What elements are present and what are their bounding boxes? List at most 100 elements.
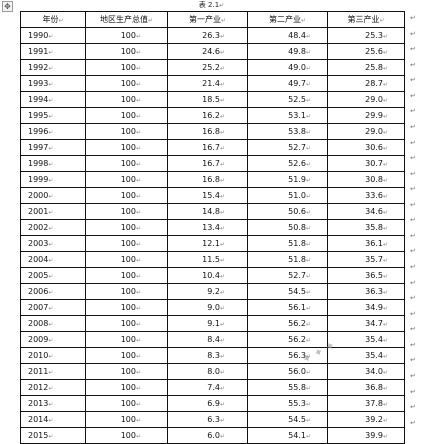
table-row: 2006↵ 100↵ 9.2↵ 54.5↵ 36.3↵: [20, 283, 405, 300]
year-cell: 1996↵: [20, 123, 86, 140]
table-row: 2011↵ 100↵ 8.0↵ 56.0↵ 34.0↵: [20, 363, 405, 380]
paragraph-mark: ↵: [219, 2, 225, 9]
table-move-handle[interactable]: ✥: [2, 1, 13, 12]
value-cell: 29.9↵: [327, 107, 405, 124]
value-cell: 39.9↵: [327, 427, 405, 444]
value-cell: 56.2↵: [247, 331, 328, 348]
row-end-mark: ↵: [410, 185, 416, 194]
table-row: 2012↵ 100↵ 7.4↵ 55.8↵ 36.8↵: [20, 379, 405, 396]
row-end-mark: ↵: [410, 60, 416, 69]
caption-text: 表 2.1: [198, 1, 220, 9]
year-cell: 2008↵: [20, 315, 86, 332]
value-cell: 52.5↵: [247, 91, 328, 108]
value-cell: 52.6↵: [247, 155, 328, 172]
value-cell: 100↵: [85, 107, 168, 124]
table-row: 2002↵ 100↵ 13.4↵ 50.8↵ 35.8↵: [20, 219, 405, 236]
table-row: 2007↵ 100↵ 9.0↵ 56.1↵ 34.9↵: [20, 299, 405, 316]
value-cell: 48.4↵: [247, 27, 328, 44]
row-end-mark: ↵: [410, 325, 416, 334]
table-row: 1995↵ 100↵ 16.2↵ 53.1↵ 29.9↵: [20, 107, 405, 124]
row-end-mark: ↵: [410, 403, 416, 412]
table-row: 2014↵ 100↵ 6.3↵ 54.5↵ 39.2↵: [20, 411, 405, 428]
header-cell: 年份↵: [20, 11, 86, 28]
table-row: 1994↵ 100↵ 18.5↵ 52.5↵ 29.0↵: [20, 91, 405, 108]
row-end-mark: ↵: [410, 418, 416, 427]
year-cell: 1991↵: [20, 43, 86, 60]
table-row: 2004↵ 100↵ 11.5↵ 51.8↵ 35.7↵: [20, 251, 405, 268]
value-cell: 36.5↵: [327, 267, 405, 284]
year-cell: 2012↵: [20, 379, 86, 396]
value-cell: 21.4↵: [167, 75, 248, 92]
value-cell: 100↵: [85, 187, 168, 204]
value-cell: 100↵: [85, 235, 168, 252]
row-end-mark: ↵: [410, 122, 416, 131]
row-end-mark: ↵: [410, 107, 416, 116]
value-cell: 100↵: [85, 411, 168, 428]
row-end-mark: ↵: [410, 138, 416, 147]
table-row: 1996↵ 100↵ 16.8↵ 53.8↵ 29.0↵: [20, 123, 405, 140]
table-row: 2010↵ 100↵ 8.3↵ 56.3↵ 35.4↵: [20, 347, 405, 364]
table-row: 1997↵ 100↵ 16.7↵ 52.7↵ 30.6↵: [20, 139, 405, 156]
year-cell: 2011↵: [20, 363, 86, 380]
year-cell: 1998↵: [20, 155, 86, 172]
value-cell: 56.3↵: [247, 347, 328, 364]
value-cell: 29.0↵: [327, 123, 405, 140]
value-cell: 56.1↵: [247, 299, 328, 316]
year-cell: 1993↵: [20, 75, 86, 92]
row-end-mark: ↵: [410, 216, 416, 225]
value-cell: 100↵: [85, 347, 168, 364]
value-cell: 50.8↵: [247, 219, 328, 236]
value-cell: 52.7↵: [247, 139, 328, 156]
year-cell: 1990↵: [20, 27, 86, 44]
value-cell: 34.0↵: [327, 363, 405, 380]
value-cell: 53.1↵: [247, 107, 328, 124]
value-cell: 25.8↵: [327, 59, 405, 76]
value-cell: 25.3↵: [327, 27, 405, 44]
value-cell: 9.0↵: [167, 299, 248, 316]
year-cell: 2002↵: [20, 219, 86, 236]
row-end-mark: ↵: [410, 263, 416, 271]
value-cell: 54.5↵: [247, 411, 328, 428]
table-row: 2005↵ 100↵ 10.4↵ 52.7↵ 36.5↵: [20, 267, 405, 284]
value-cell: 33.6↵: [327, 187, 405, 204]
table-row: 2008↵ 100↵ 9.1↵ 56.2↵ 34.7↵: [20, 315, 405, 332]
table-row: 2013↵ 100↵ 6.9↵ 55.3↵ 37.8↵: [20, 395, 405, 412]
value-cell: 100↵: [85, 299, 168, 316]
row-end-mark: ↵: [410, 154, 416, 163]
value-cell: 100↵: [85, 427, 168, 444]
value-cell: 51.0↵: [247, 187, 328, 204]
value-cell: 18.5↵: [167, 91, 248, 108]
value-cell: 8.0↵: [167, 363, 248, 380]
value-cell: 51.8↵: [247, 251, 328, 268]
year-cell: 2000↵: [20, 187, 86, 204]
year-cell: 1992↵: [20, 59, 86, 76]
row-end-mark: ↵: [410, 76, 416, 85]
row-end-mark: ↵: [410, 387, 416, 396]
value-cell: 100↵: [85, 43, 168, 60]
year-cell: 1997↵: [20, 139, 86, 156]
row-end-mark: ↵: [410, 231, 416, 240]
value-cell: 100↵: [85, 331, 168, 348]
year-cell: 2003↵: [20, 235, 86, 252]
value-cell: 29.0↵: [327, 91, 405, 108]
table-row: 2009↵ 100↵ 8.4↵ 56.2↵ 35.4↵: [20, 331, 405, 348]
table-row: 1999↵ 100↵ 16.8↵ 51.9↵ 30.8↵: [20, 171, 405, 188]
value-cell: 6.0↵: [167, 427, 248, 444]
value-cell: 49.7↵: [247, 75, 328, 92]
value-cell: 55.3↵: [247, 395, 328, 412]
value-cell: 16.7↵: [167, 139, 248, 156]
value-cell: 54.5↵: [247, 283, 328, 300]
value-cell: 30.7↵: [327, 155, 405, 172]
value-cell: 37.8↵: [327, 395, 405, 412]
row-end-mark: ↵: [410, 45, 416, 54]
year-cell: 1995↵: [20, 107, 86, 124]
row-end-mark: ↵: [410, 294, 416, 303]
value-cell: 100↵: [85, 267, 168, 284]
value-cell: 100↵: [85, 155, 168, 172]
value-cell: 100↵: [85, 59, 168, 76]
value-cell: 51.8↵: [247, 235, 328, 252]
year-cell: 2009↵: [20, 331, 86, 348]
value-cell: 100↵: [85, 171, 168, 188]
value-cell: 30.8↵: [327, 171, 405, 188]
value-cell: 100↵: [85, 75, 168, 92]
